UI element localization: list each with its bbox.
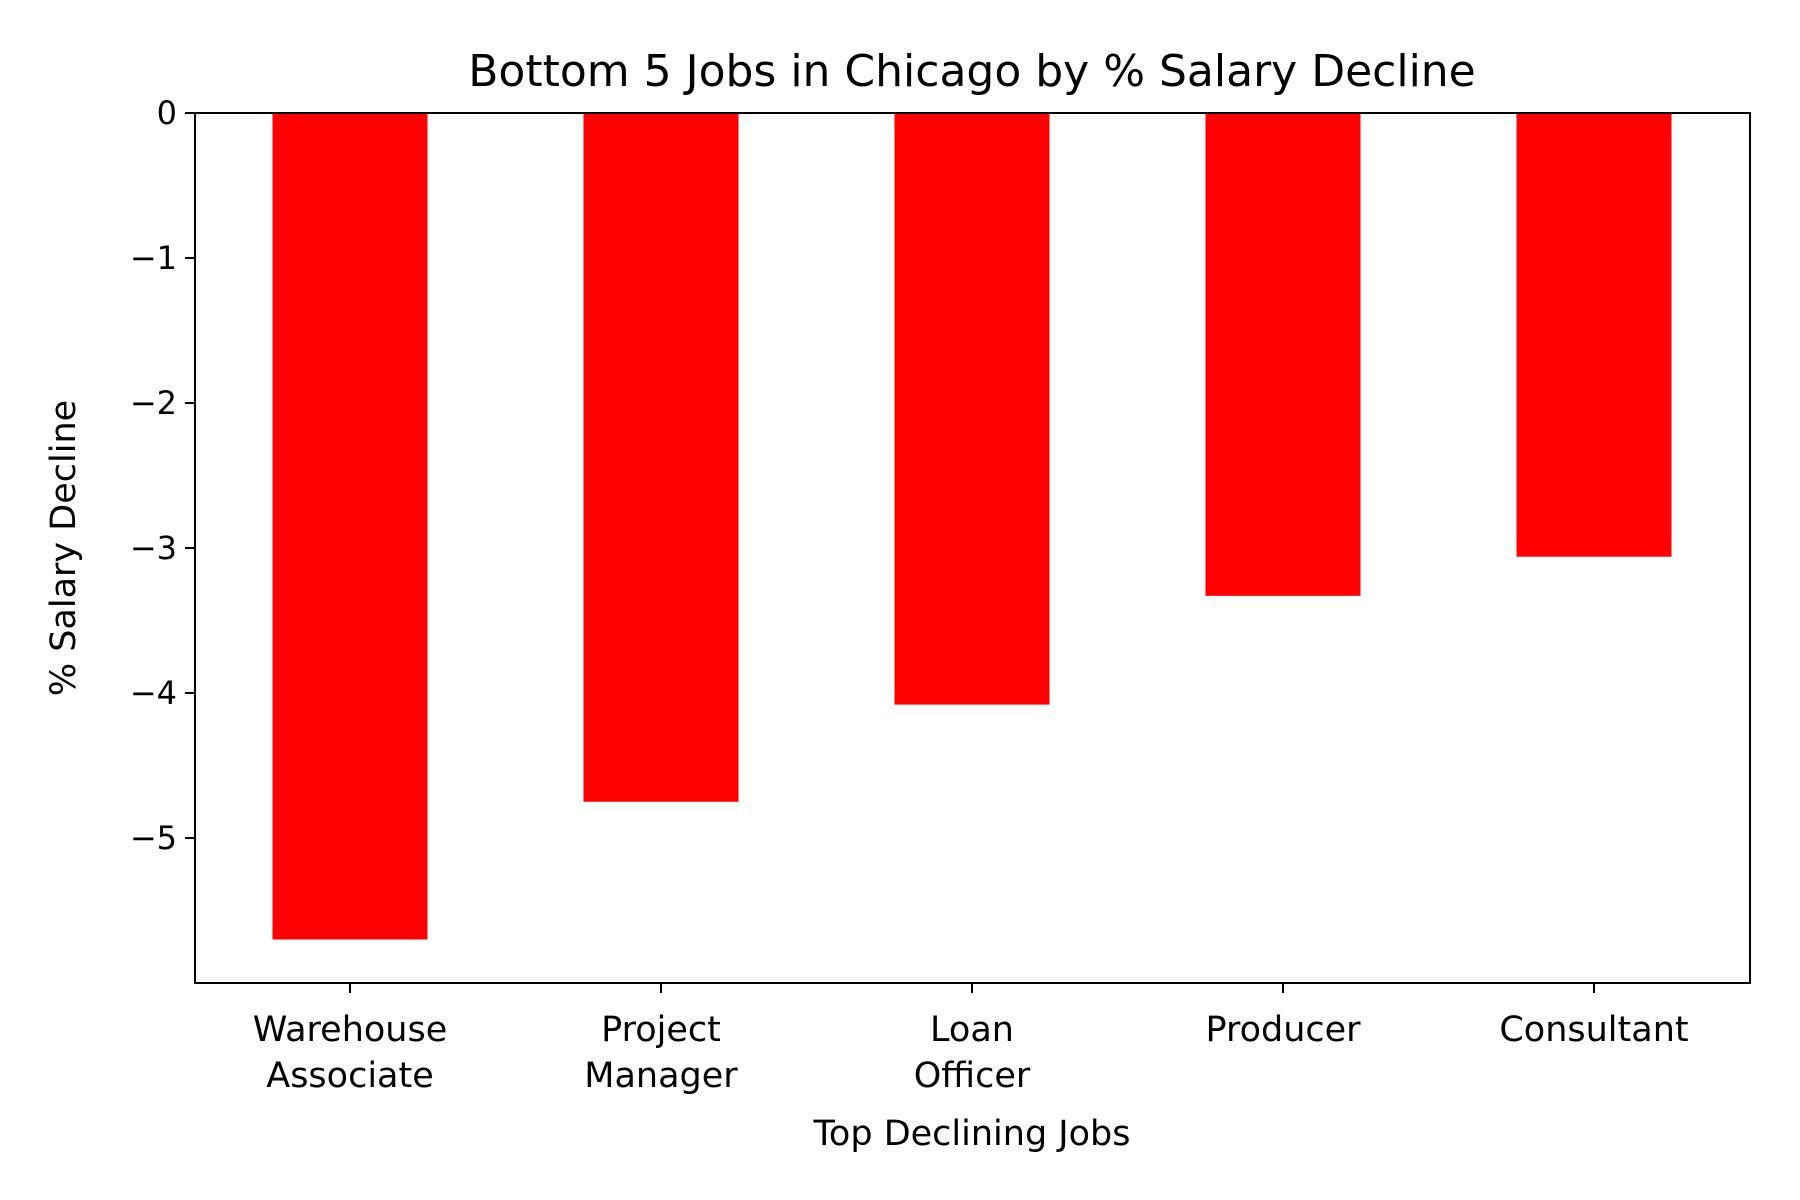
y-tick-label-3: −3 — [130, 529, 177, 567]
x-tick-label-3: Producer — [1205, 1010, 1361, 1050]
x-axis: Warehouse Associate Project Manager Loan Offi… — [253, 983, 1689, 1096]
bar-3 — [1205, 113, 1361, 596]
bars — [272, 113, 1672, 940]
x-axis-label: Top Declining Jobs — [813, 1114, 1131, 1154]
bar-4 — [1516, 113, 1672, 557]
chart-title: Bottom 5 Jobs in Chicago by % Salary Dec… — [468, 46, 1476, 97]
bar-1 — [583, 113, 739, 802]
bar-2 — [894, 113, 1050, 705]
y-tick-label-2: −2 — [130, 384, 177, 422]
bar-0 — [272, 113, 428, 940]
y-tick-label-4: −4 — [130, 674, 177, 712]
x-tick-label-0: Warehouse Associate — [253, 1010, 448, 1096]
x-tick-label-1: Project Manager — [584, 1010, 738, 1096]
y-tick-label-5: −5 — [130, 819, 177, 857]
y-axis-label: % Salary Decline — [44, 400, 84, 696]
y-axis: 0 −1 −2 −3 −4 −5 — [130, 94, 195, 857]
y-tick-label-1: −1 — [130, 239, 177, 277]
x-tick-label-4: Consultant — [1499, 1010, 1688, 1050]
x-tick-label-2: Loan Officer — [914, 1010, 1031, 1096]
y-tick-label-0: 0 — [157, 94, 177, 132]
